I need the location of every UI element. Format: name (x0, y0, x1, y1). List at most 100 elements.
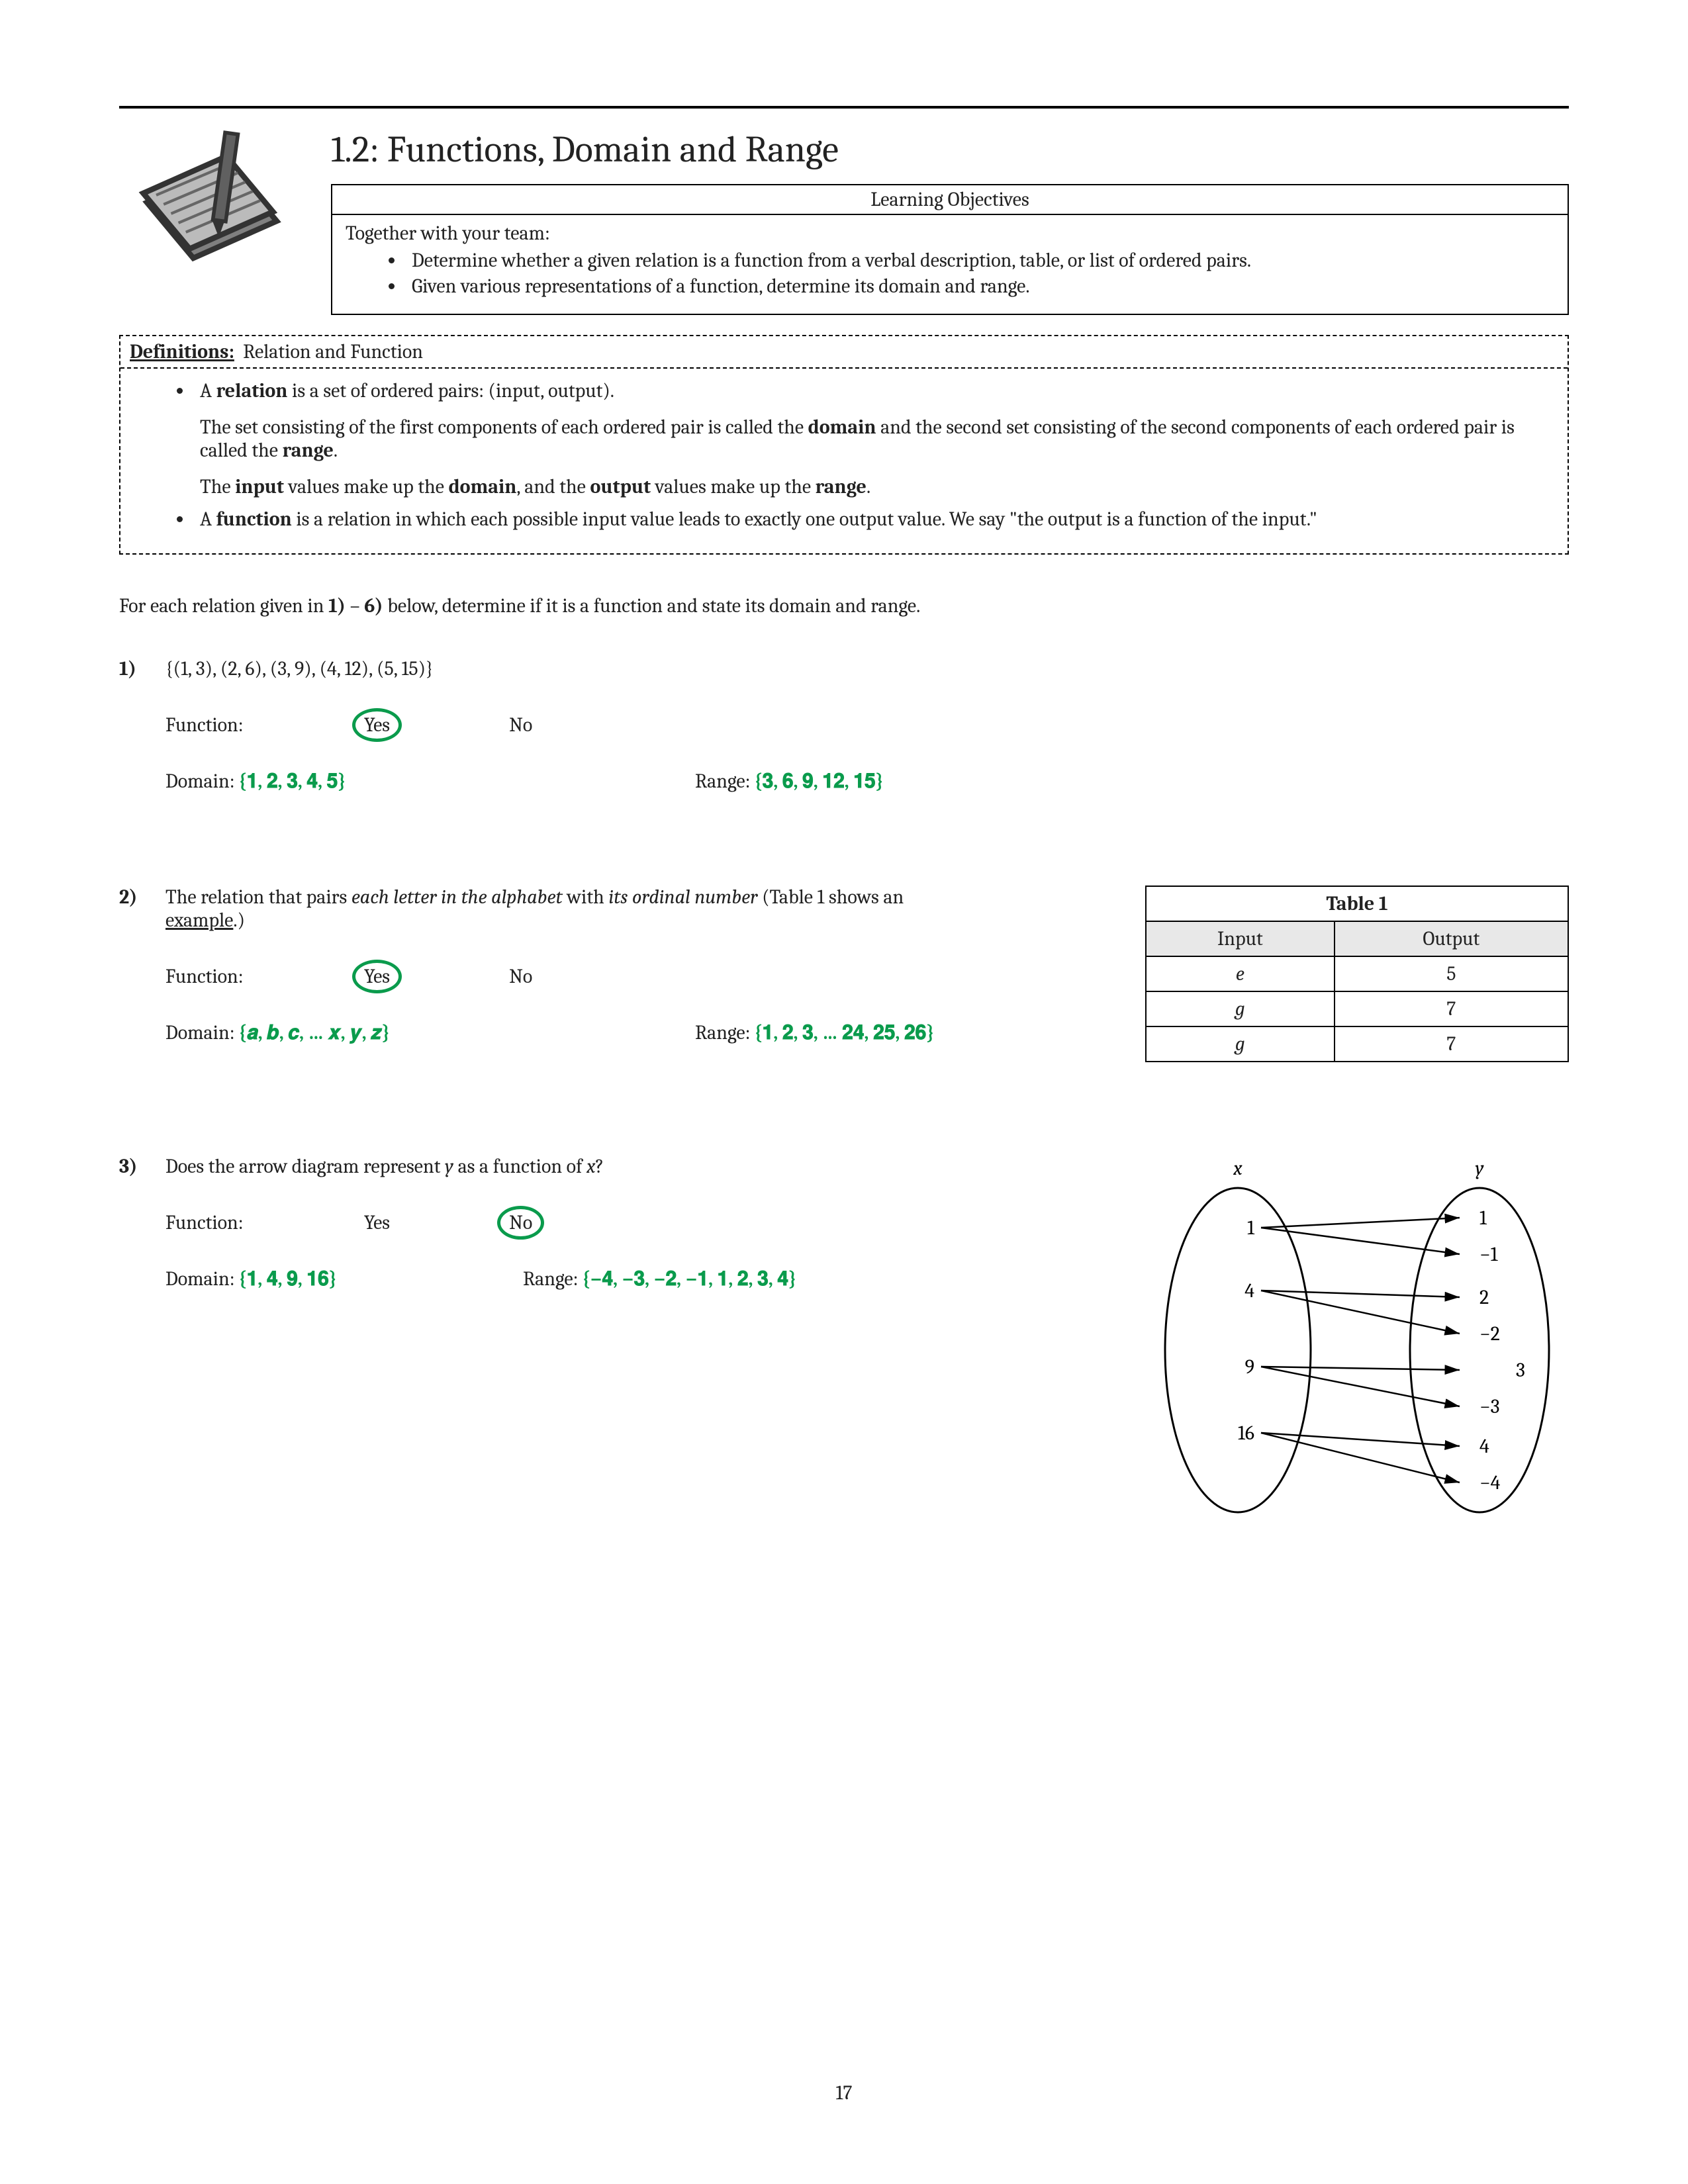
y-label: y (1476, 1157, 1485, 1180)
q3-text: Does the arrow diagram represent y as a … (165, 1155, 1105, 1178)
table-1: Table 1 Input Output e5 g7 g7 (1145, 886, 1569, 1062)
text-bold: relation (216, 379, 288, 402)
range-label: Range: (523, 1267, 578, 1291)
q1-set: {(1, 3), (2, 6), (3, 9), (4, 12), (5, 15… (165, 657, 1569, 680)
table-title: Table 1 (1146, 886, 1568, 921)
objectives-heading: Learning Objectives (332, 185, 1568, 215)
question-number: 2) (119, 886, 165, 909)
text: is a relation in which each possible inp… (292, 508, 1317, 531)
range-answer: {𝟏, 𝟐, 𝟑, … 𝟐𝟒, 𝟐𝟓, 𝟐𝟔} (755, 1021, 934, 1044)
no-option: No (509, 1211, 532, 1234)
function-label: Function: (165, 713, 364, 737)
text-bold: range (816, 475, 867, 498)
definitions-box: Definitions: Relation and Function A rel… (119, 335, 1569, 555)
text-var: y (445, 1155, 453, 1178)
text-bold: output (590, 475, 651, 498)
text-bold: input (235, 475, 284, 498)
table-cell: g (1146, 991, 1335, 1026)
text: values make up the (284, 475, 449, 498)
range-answer: {𝟑, 𝟔, 𝟗, 𝟏𝟐, 𝟏𝟓} (755, 770, 884, 793)
y-value: 2 (1479, 1286, 1489, 1309)
question-body: {(1, 3), (2, 6), (3, 9), (4, 12), (5, 15… (165, 657, 1569, 793)
domain-label: Domain: (165, 770, 234, 793)
text: A (200, 508, 216, 531)
mapping-arrow (1261, 1218, 1460, 1228)
text: The (200, 475, 235, 498)
top-rule (119, 106, 1569, 109)
text: below, determine if it is a function and… (383, 594, 921, 617)
text-var: x (586, 1155, 595, 1178)
q3-range: Range: {−𝟒, −𝟑, −𝟐, −𝟏, 𝟏, 𝟐, 𝟑, 𝟒} (523, 1267, 796, 1291)
domain-answer: {𝒂, 𝒃, 𝒄, … 𝒙, 𝒚, 𝒛} (239, 1021, 390, 1044)
text-bold: function (216, 508, 292, 531)
x-label: x (1233, 1157, 1243, 1180)
x-value: 1 (1247, 1216, 1255, 1240)
objectives-box: Learning Objectives Together with your t… (331, 184, 1569, 315)
q1-range: Range: {𝟑, 𝟔, 𝟗, 𝟏𝟐, 𝟏𝟓} (695, 770, 883, 793)
question-number: 1) (119, 657, 165, 680)
y-value: 4 (1479, 1435, 1489, 1458)
title-block: 1.2: Functions, Domain and Range Learnin… (331, 128, 1569, 315)
text: , and the (516, 475, 590, 498)
definitions-title: Definitions: Relation and Function (120, 336, 1568, 369)
mapping-arrow (1261, 1367, 1460, 1370)
domain-answer: {𝟏, 𝟐, 𝟑, 𝟒, 𝟓} (239, 770, 346, 793)
domain-label: Domain: (165, 1021, 234, 1044)
text: The relation that pairs (165, 886, 352, 909)
no-option: No (509, 713, 532, 737)
no-option: No (509, 965, 532, 988)
definitions-label: Definitions: (130, 340, 234, 363)
question-2: 2) Table 1 Input Output e5 g7 g7 The rel… (119, 886, 1569, 1062)
arrow-diagram: x y 149161−12−23−34−4 (1145, 1155, 1569, 1525)
mapping-arrow (1261, 1367, 1460, 1406)
range-label: Range: (695, 1021, 750, 1044)
y-value: 1 (1479, 1206, 1487, 1230)
table-header: Input (1146, 921, 1335, 956)
q2-domain: Domain: {𝒂, 𝒃, 𝒄, … 𝒙, 𝒚, 𝒛} (165, 1021, 616, 1044)
text: with (563, 886, 608, 909)
notepad-pencil-icon (119, 128, 305, 314)
y-value: −2 (1479, 1322, 1500, 1345)
text-em: its ordinal number (608, 886, 757, 909)
page-number: 17 (0, 2081, 1688, 2105)
text: as a function of (453, 1155, 586, 1178)
text: The set consisting of the first componen… (200, 416, 808, 439)
text-bold: range (283, 439, 334, 462)
text: values make up the (651, 475, 816, 498)
domain-answer: {𝟏, 𝟒, 𝟗, 𝟏𝟔} (239, 1267, 337, 1291)
text: Does the arrow diagram represent (165, 1155, 445, 1178)
question-body: Does the arrow diagram represent y as a … (165, 1155, 1569, 1525)
domain-label: Domain: (165, 1267, 234, 1291)
range-answer: {−𝟒, −𝟑, −𝟐, −𝟏, 𝟏, 𝟐, 𝟑, 𝟒} (583, 1267, 796, 1291)
text: For each relation given in (119, 594, 328, 617)
definition-relation: A relation is a set of ordered pairs: (i… (193, 379, 1548, 498)
question-3: 3) Does the arrow diagram represent y as… (119, 1155, 1569, 1525)
q2-text: The relation that pairs each letter in t… (165, 886, 927, 932)
table-cell: 7 (1335, 991, 1568, 1026)
objective-item: Given various representations of a funct… (405, 275, 1554, 298)
question-number: 3) (119, 1155, 165, 1178)
yes-option: Yes (364, 713, 390, 737)
table-cell: g (1146, 1026, 1335, 1062)
instruction: For each relation given in 1) – 6) below… (119, 594, 1569, 617)
text: . (334, 439, 338, 462)
y-value: −1 (1479, 1243, 1499, 1266)
x-value: 16 (1238, 1422, 1254, 1445)
text-bold: 1) (328, 594, 346, 617)
y-value: 3 (1516, 1359, 1525, 1382)
text: ? (595, 1155, 604, 1178)
x-value: 9 (1245, 1355, 1254, 1379)
q3-domain: Domain: {𝟏, 𝟒, 𝟗, 𝟏𝟔} (165, 1267, 483, 1291)
function-label: Function: (165, 1211, 364, 1234)
q2-range: Range: {𝟏, 𝟐, 𝟑, … 𝟐𝟒, 𝟐𝟓, 𝟐𝟔} (695, 1021, 934, 1044)
question-body: Table 1 Input Output e5 g7 g7 The relati… (165, 886, 1569, 1062)
definition-function: A function is a relation in which each p… (193, 508, 1548, 531)
yes-option: Yes (364, 965, 390, 988)
text: (Table 1 shows an (757, 886, 904, 909)
objectives-body: Together with your team: Determine wheth… (332, 215, 1568, 314)
page-title: 1.2: Functions, Domain and Range (331, 128, 1569, 171)
text-bold: domain (449, 475, 517, 498)
text: – (346, 594, 364, 617)
x-value: 4 (1244, 1279, 1254, 1302)
text-em: each letter in the alphabet (352, 886, 563, 909)
